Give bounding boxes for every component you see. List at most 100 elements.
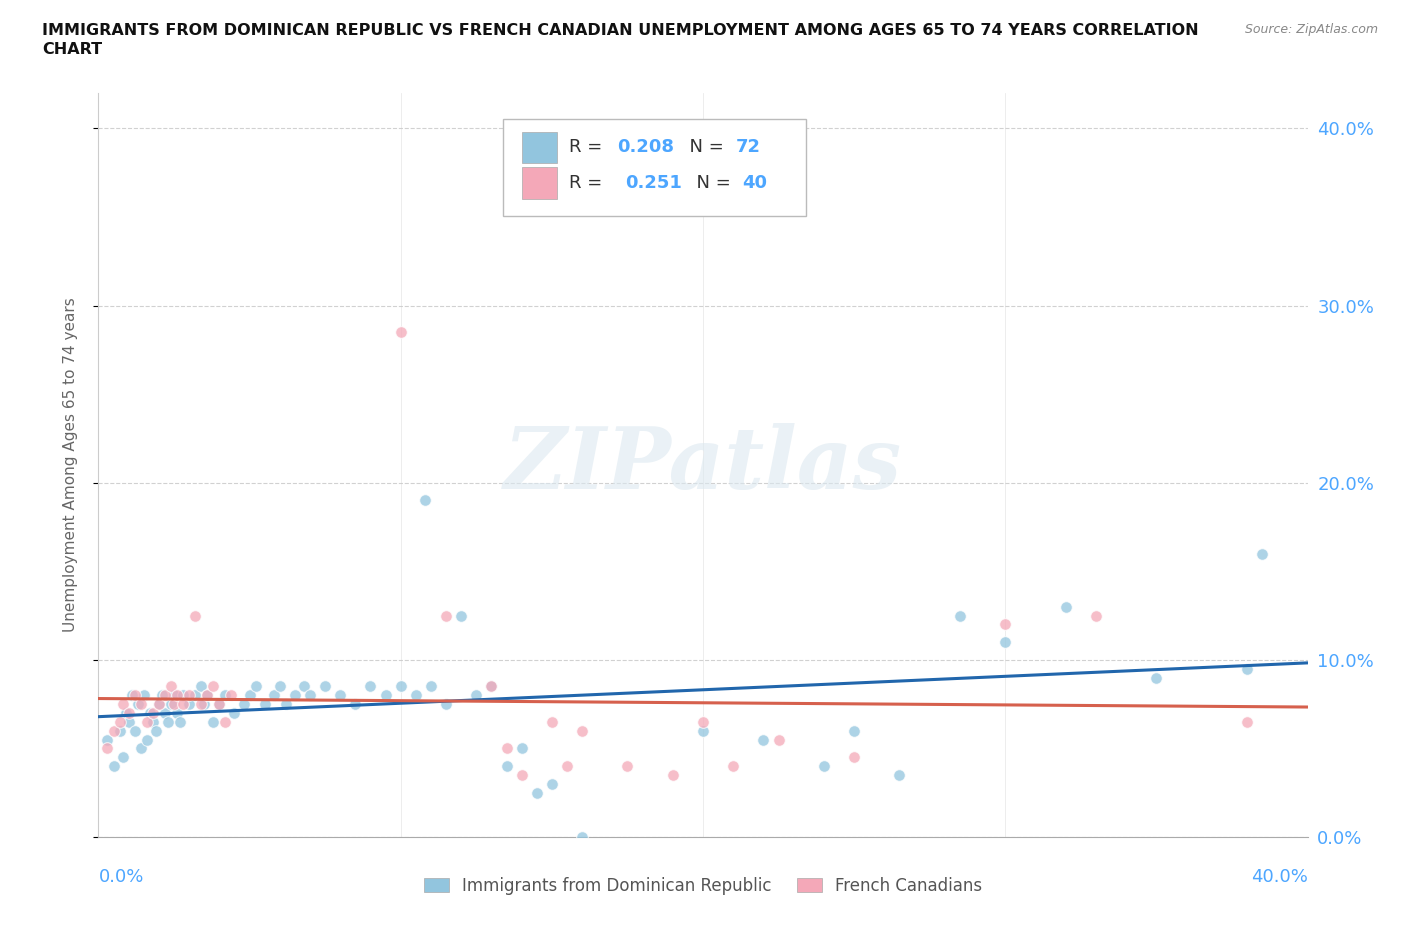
Point xyxy=(1251,546,1274,561)
Point xyxy=(190,679,212,694)
Point xyxy=(768,732,790,747)
Point xyxy=(344,697,367,711)
Point xyxy=(481,679,503,694)
Point xyxy=(224,706,246,721)
Point xyxy=(465,688,488,703)
Point xyxy=(269,679,291,694)
Point xyxy=(121,688,143,703)
Point xyxy=(139,706,162,721)
Point xyxy=(179,688,201,703)
Point xyxy=(179,697,201,711)
Point xyxy=(389,325,412,339)
Point xyxy=(450,608,472,623)
Point xyxy=(889,767,911,782)
Point xyxy=(195,688,218,703)
Point xyxy=(184,608,207,623)
Point xyxy=(127,697,149,711)
Point xyxy=(111,697,134,711)
FancyBboxPatch shape xyxy=(522,167,557,199)
Point xyxy=(172,688,194,703)
Point xyxy=(1085,608,1108,623)
Point xyxy=(239,688,262,703)
Point xyxy=(571,724,593,738)
Point xyxy=(129,697,152,711)
Point xyxy=(163,688,186,703)
Point xyxy=(374,688,396,703)
Point xyxy=(413,493,436,508)
Point xyxy=(232,697,254,711)
FancyBboxPatch shape xyxy=(503,119,806,216)
Point xyxy=(195,688,218,703)
Point xyxy=(135,732,157,747)
Point xyxy=(1054,599,1077,614)
Point xyxy=(481,679,503,694)
Point xyxy=(129,741,152,756)
Point xyxy=(405,688,427,703)
Point xyxy=(434,697,457,711)
Point xyxy=(292,679,315,694)
Text: 0.208: 0.208 xyxy=(617,139,673,156)
Point xyxy=(571,830,593,844)
Point xyxy=(661,767,683,782)
Point xyxy=(540,714,562,729)
Point xyxy=(108,724,131,738)
Text: 72: 72 xyxy=(735,139,761,156)
Point xyxy=(190,697,212,711)
Text: IMMIGRANTS FROM DOMINICAN REPUBLIC VS FRENCH CANADIAN UNEMPLOYMENT AMONG AGES 65: IMMIGRANTS FROM DOMINICAN REPUBLIC VS FR… xyxy=(42,23,1199,38)
Point xyxy=(510,741,533,756)
Point xyxy=(692,724,714,738)
Text: 0.251: 0.251 xyxy=(626,174,682,192)
Text: 40.0%: 40.0% xyxy=(1251,868,1308,885)
Text: N =: N = xyxy=(678,139,730,156)
Legend: Immigrants from Dominican Republic, French Canadians: Immigrants from Dominican Republic, Fren… xyxy=(416,869,990,903)
Point xyxy=(329,688,352,703)
Point xyxy=(114,706,136,721)
Text: N =: N = xyxy=(685,174,737,192)
Point xyxy=(163,697,186,711)
Point xyxy=(111,750,134,764)
Point xyxy=(389,679,412,694)
Point xyxy=(495,759,517,774)
Point xyxy=(994,617,1017,631)
Point xyxy=(221,688,243,703)
Point xyxy=(124,688,146,703)
Point xyxy=(96,741,118,756)
Point xyxy=(145,724,167,738)
Point xyxy=(103,724,125,738)
Point xyxy=(949,608,972,623)
Point xyxy=(723,759,745,774)
Point xyxy=(526,785,548,800)
Point xyxy=(495,741,517,756)
Text: 40: 40 xyxy=(742,174,766,192)
Point xyxy=(813,759,835,774)
Point xyxy=(142,714,165,729)
Point xyxy=(616,759,638,774)
Text: R =: R = xyxy=(569,174,613,192)
Point xyxy=(555,759,578,774)
Point xyxy=(108,714,131,729)
Point xyxy=(103,759,125,774)
Point xyxy=(1236,661,1258,676)
Point xyxy=(166,688,188,703)
Point xyxy=(208,697,231,711)
Point xyxy=(202,679,225,694)
Point xyxy=(160,679,183,694)
Point xyxy=(160,697,183,711)
Point xyxy=(1236,714,1258,729)
Point xyxy=(172,697,194,711)
Point xyxy=(208,697,231,711)
Text: Source: ZipAtlas.com: Source: ZipAtlas.com xyxy=(1244,23,1378,36)
Point xyxy=(118,714,141,729)
Point xyxy=(132,688,155,703)
Point xyxy=(844,750,866,764)
Point xyxy=(692,714,714,729)
Point xyxy=(274,697,297,711)
Point xyxy=(156,714,179,729)
Point xyxy=(214,714,236,729)
Point xyxy=(124,724,146,738)
Point xyxy=(1144,671,1167,685)
Point xyxy=(510,767,533,782)
Point xyxy=(284,688,307,703)
Point xyxy=(360,679,382,694)
Text: R =: R = xyxy=(569,139,607,156)
